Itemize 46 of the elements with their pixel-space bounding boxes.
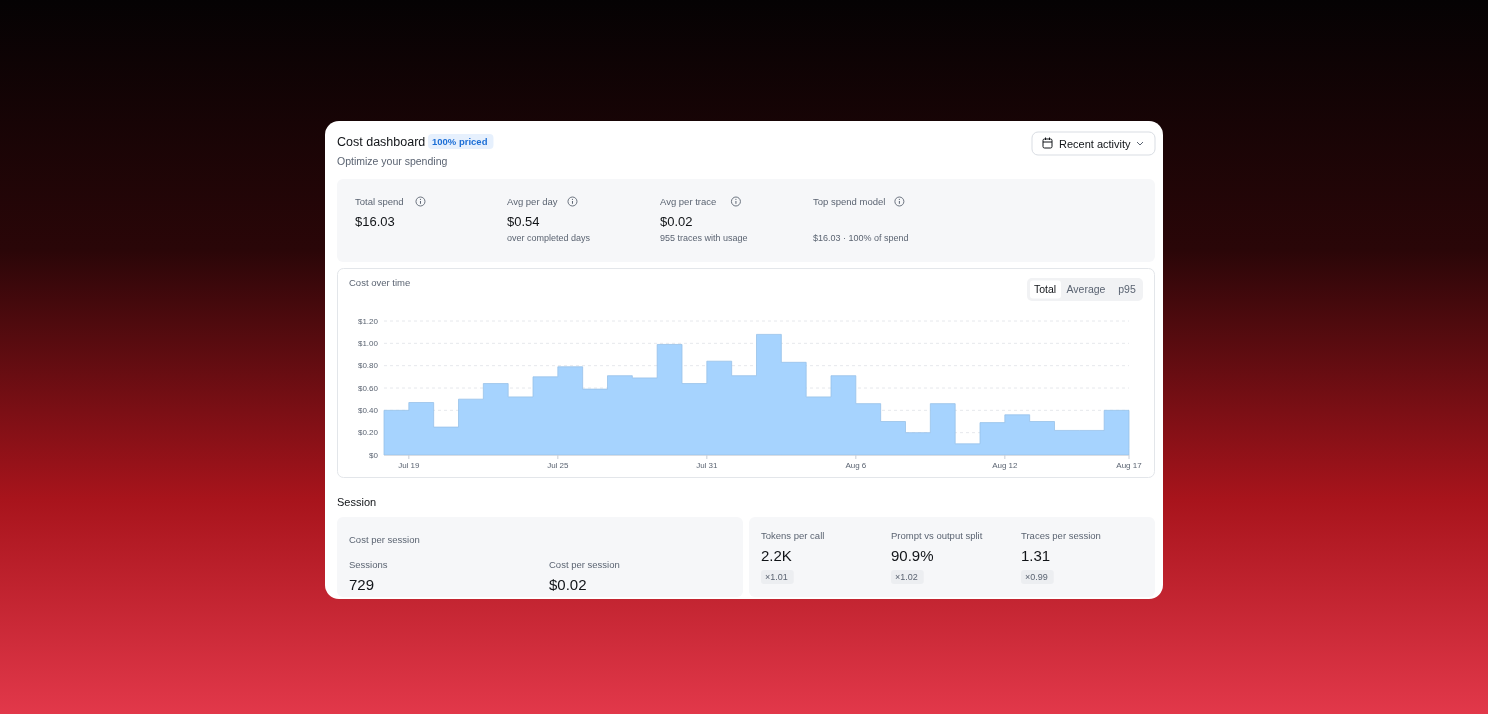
- y-tick-label: $0: [369, 450, 379, 460]
- x-tick-label: Aug 6: [845, 461, 867, 470]
- y-tick-label: $1.00: [357, 339, 379, 349]
- text: $16.03: [355, 214, 395, 229]
- text: p95: [1118, 283, 1136, 295]
- text: Sessions: [349, 559, 388, 570]
- text: Avg per trace: [660, 196, 717, 207]
- text: $0.02: [549, 576, 587, 593]
- text: Traces per session: [1021, 530, 1101, 541]
- text: $16.03 · 100% of spend: [813, 233, 909, 243]
- text: Cost dashboard: [337, 135, 426, 149]
- text: Recent activity: [1059, 138, 1132, 150]
- text: Prompt vs output split: [891, 530, 983, 541]
- y-tick-label: $0.60: [357, 383, 379, 393]
- text: 90.9%: [891, 547, 934, 564]
- text: $0.02: [660, 214, 693, 229]
- text: ×0.99: [1025, 572, 1048, 582]
- text: 100% priced: [432, 136, 488, 147]
- text: 729: [349, 576, 375, 593]
- x-tick-label: Aug 17: [1116, 461, 1143, 470]
- text: 955 traces with usage: [660, 233, 748, 243]
- text: Optimize your spending: [337, 155, 448, 167]
- y-tick-label: $0.40: [357, 406, 379, 416]
- text: Avg per day: [507, 196, 558, 207]
- text: ×1.02: [895, 572, 918, 582]
- text: Session: [337, 496, 377, 508]
- text: Top spend model: [813, 196, 886, 207]
- text: Cost per session: [349, 534, 420, 545]
- text: Cost per session: [549, 559, 620, 570]
- text: ×1.01: [765, 572, 788, 582]
- chart-title: Cost over time: [349, 277, 411, 288]
- x-tick-label: Jul 19: [398, 461, 421, 470]
- text: over completed days: [507, 233, 591, 243]
- x-tick-label: Jul 25: [547, 461, 570, 470]
- text: Total: [1033, 283, 1057, 295]
- x-tick-label: Jul 31: [696, 461, 719, 470]
- x-tick-label: Aug 12: [992, 461, 1019, 470]
- text: 2.2K: [761, 547, 792, 564]
- y-tick-label: $0.80: [357, 361, 379, 371]
- text: Total spend: [355, 196, 404, 207]
- text: $0.54: [507, 214, 540, 229]
- text: Tokens per call: [761, 530, 825, 541]
- y-tick-label: $1.20: [357, 316, 379, 326]
- y-tick-label: $0.20: [357, 428, 379, 438]
- text: Average: [1066, 283, 1106, 295]
- text: 1.31: [1021, 547, 1051, 564]
